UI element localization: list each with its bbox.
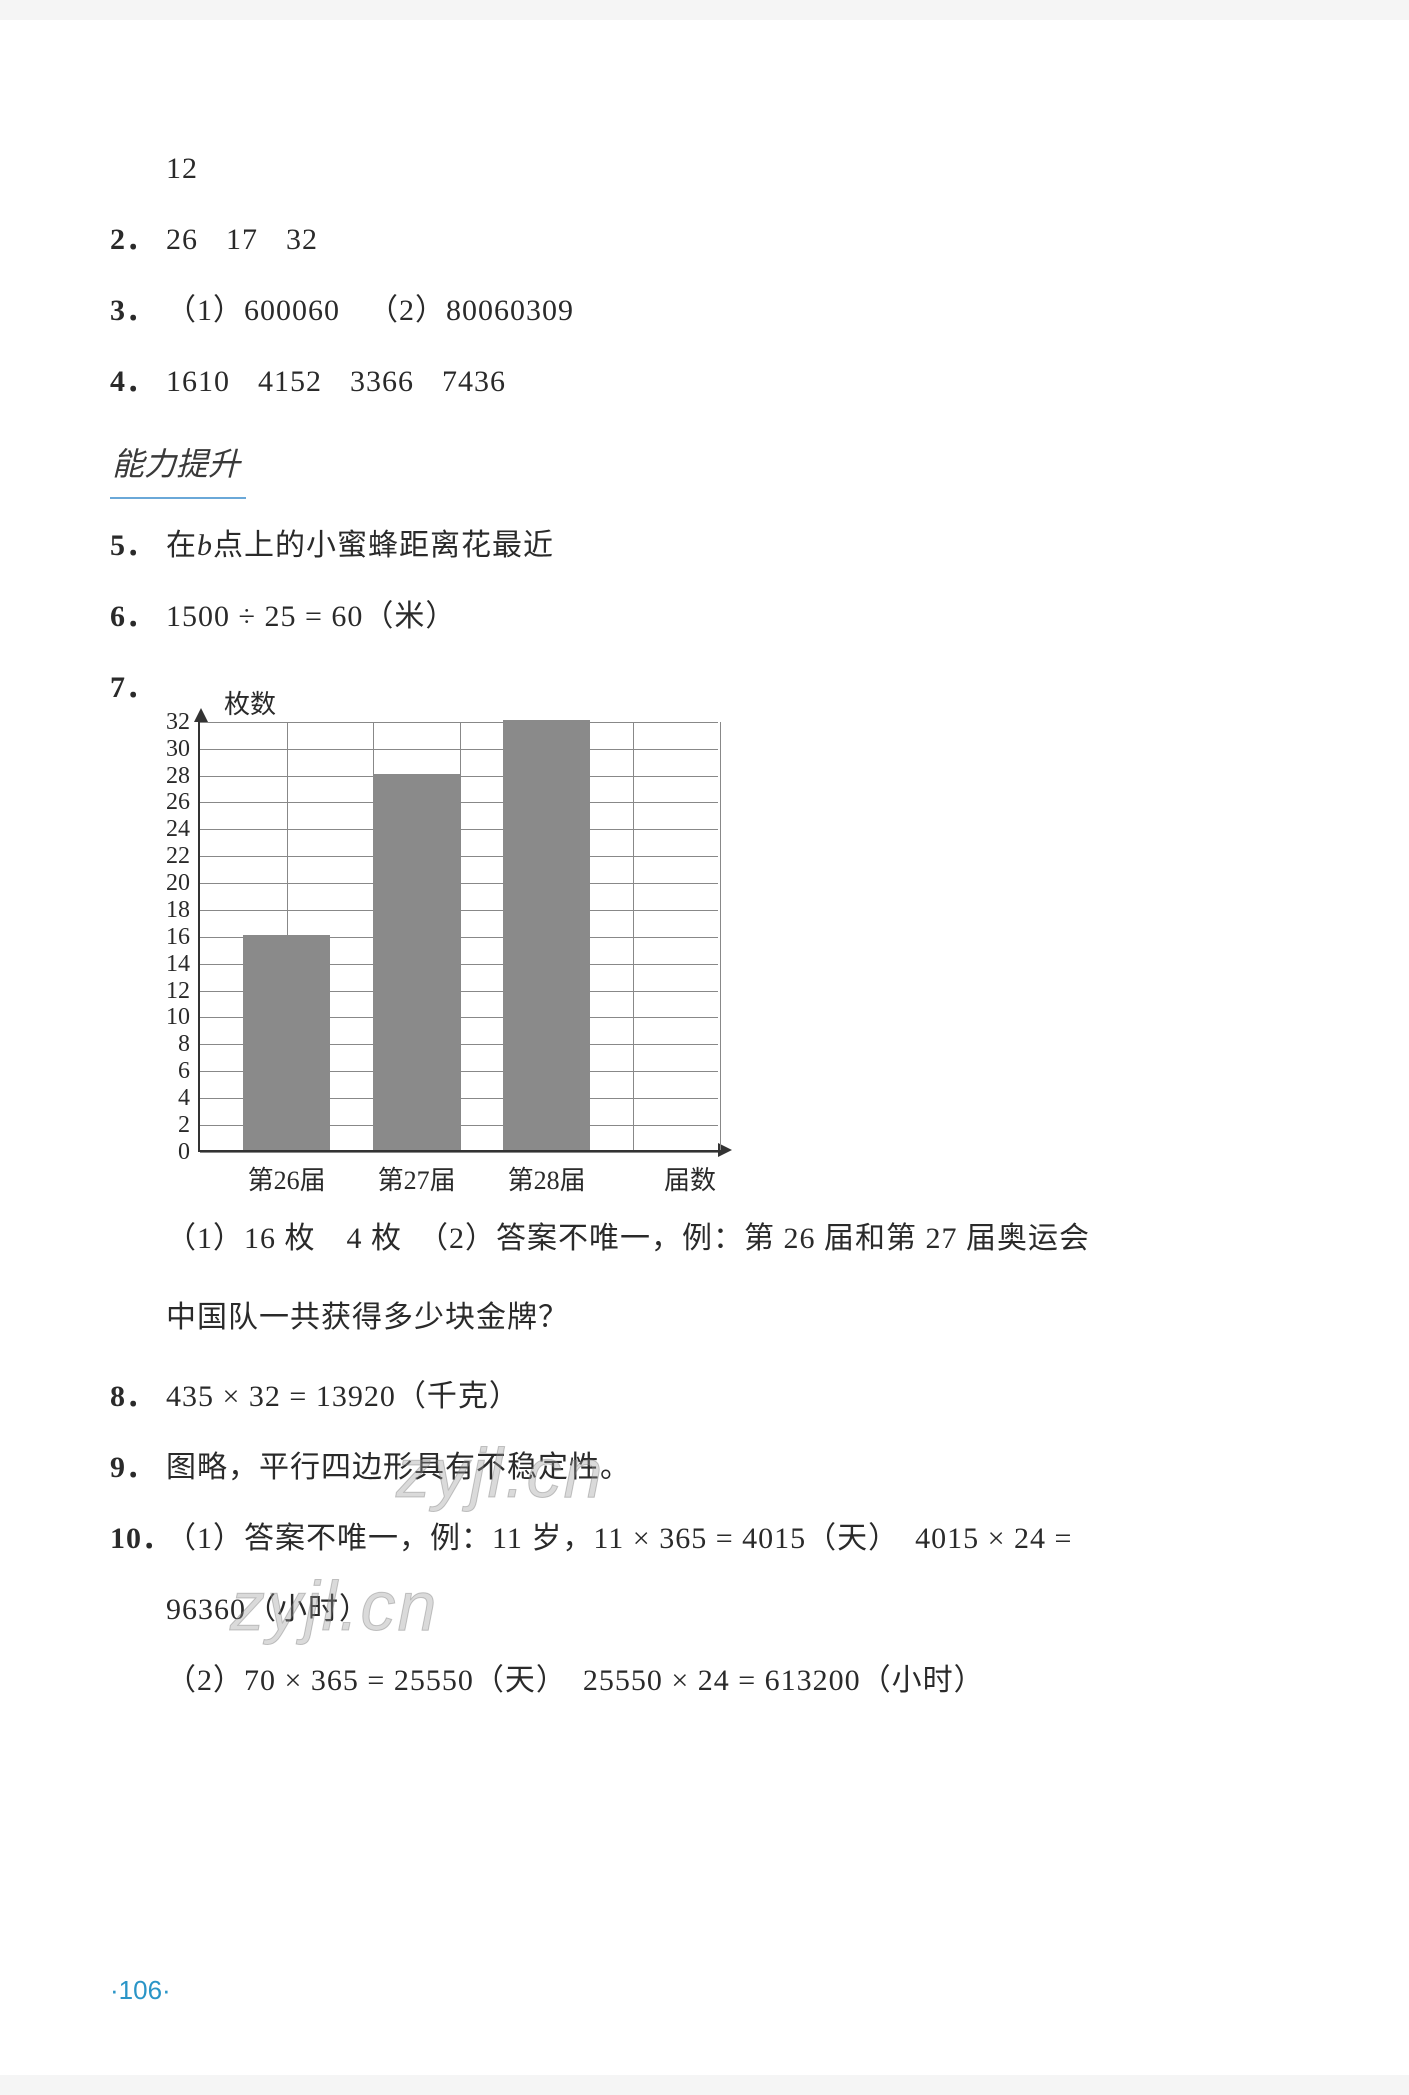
q7-ans-line2: 中国队一共获得多少块金牌？ xyxy=(166,1289,1299,1346)
q4-line: 4． 1610 4152 3366 7436 xyxy=(110,353,1299,410)
section-heading-wrap: 能力提升 xyxy=(110,424,1299,517)
q2-b: 17 xyxy=(226,211,258,268)
chart-y-labels: 32302826242220181614121086420 xyxy=(166,722,198,1152)
chart-x-tick: 第26届 xyxy=(248,1156,326,1205)
q7-head: 7． xyxy=(110,659,1299,716)
q8-text: 435 × 32 = 13920（千克） xyxy=(166,1368,520,1425)
q7-ans1-text: （1）16 枚 4 枚 （2）答案不唯一，例：第 26 届和第 27 届奥运会 xyxy=(166,1210,1090,1267)
q7-answer-block: （1）16 枚 4 枚 （2）答案不唯一，例：第 26 届和第 27 届奥运会 … xyxy=(110,1210,1299,1346)
chart-grid-col xyxy=(460,722,461,1150)
chart-grid-row xyxy=(200,749,718,750)
page: 12 2． 26 17 32 3． （1）600060 （2）80060309 … xyxy=(0,20,1409,2075)
q4-d: 7436 xyxy=(442,353,506,410)
q3-p1: （1）600060 xyxy=(166,282,340,339)
q7-num: 7． xyxy=(110,659,166,716)
q3-line: 3． （1）600060 （2）80060309 xyxy=(110,282,1299,339)
q3-num: 3． xyxy=(110,282,166,339)
chart-bar xyxy=(243,935,330,1150)
orphan-line: 12 xyxy=(110,140,1299,197)
q10-line3: （2）70 × 365 = 25550（天） 25550 × 24 = 6132… xyxy=(110,1652,1299,1709)
chart-grid-row xyxy=(200,1152,718,1153)
q2-line: 2． 26 17 32 xyxy=(110,211,1299,268)
chart-grid-row xyxy=(200,722,718,723)
q10-line1: 10． （1）答案不唯一，例：11 岁，11 × 365 = 4015（天） 4… xyxy=(110,1510,1299,1567)
q9-text: 图略，平行四边形具有不稳定性。 xyxy=(166,1439,631,1496)
q8-line: 8． 435 × 32 = 13920（千克） xyxy=(110,1368,1299,1425)
q2-a: 26 xyxy=(166,211,198,268)
q9-line: 9． 图略，平行四边形具有不稳定性。 xyxy=(110,1439,1299,1496)
chart-grid-col xyxy=(720,722,721,1150)
q2-num: 2． xyxy=(110,211,166,268)
q4-a: 1610 xyxy=(166,353,230,410)
q6-line: 6． 1500 ÷ 25 = 60（米） xyxy=(110,588,1299,645)
q6-text: 1500 ÷ 25 = 60（米） xyxy=(166,588,456,645)
chart-grid-col xyxy=(633,722,634,1150)
chart-x-tick: 第27届 xyxy=(378,1156,456,1205)
q10-l3: （2）70 × 365 = 25550（天） 25550 × 24 = 6132… xyxy=(166,1652,985,1709)
q10-l2: 96360（小时） xyxy=(166,1581,370,1638)
chart-wrap: 枚数 32302826242220181614121086420 第26届第27… xyxy=(166,722,786,1152)
q5-num: 5． xyxy=(110,517,166,574)
q9-num: 9． xyxy=(110,1439,166,1496)
q10-num: 10． xyxy=(110,1510,166,1567)
chart-plot: 第26届第27届第28届届数 xyxy=(198,722,718,1152)
q5-line: 5． 在 b 点上的小蜜蜂距离花最近 xyxy=(110,517,1299,574)
chart-bar xyxy=(373,774,460,1150)
chart-x-title: 届数 xyxy=(664,1156,716,1205)
q4-c: 3366 xyxy=(350,353,414,410)
section-heading: 能力提升 xyxy=(110,434,246,499)
y-axis-arrow-icon xyxy=(194,708,208,722)
chart-x-tick: 第28届 xyxy=(508,1156,586,1205)
chart: 32302826242220181614121086420 第26届第27届第2… xyxy=(166,722,786,1152)
chart-bar xyxy=(503,720,590,1150)
page-number: ·106· xyxy=(110,1966,171,2015)
q3-p2: （2）80060309 xyxy=(368,282,574,339)
q8-num: 8． xyxy=(110,1368,166,1425)
q7-ans2-text: 中国队一共获得多少块金牌？ xyxy=(166,1289,569,1346)
q5-pre: 在 xyxy=(166,517,197,574)
q2-c: 32 xyxy=(286,211,318,268)
q5-var: b xyxy=(197,517,213,574)
orphan-text: 12 xyxy=(166,140,198,197)
q6-num: 6． xyxy=(110,588,166,645)
q10-l1: （1）答案不唯一，例：11 岁，11 × 365 = 4015（天） 4015 … xyxy=(166,1510,1072,1567)
q10-line2: 96360（小时） xyxy=(110,1581,1299,1638)
q5-post: 点上的小蜜蜂距离花最近 xyxy=(213,517,554,574)
q7-ans-line1: （1）16 枚 4 枚 （2）答案不唯一，例：第 26 届和第 27 届奥运会 xyxy=(166,1210,1299,1267)
chart-x-labels: 第26届第27届第28届届数 xyxy=(200,1150,718,1190)
q4-num: 4． xyxy=(110,353,166,410)
q4-b: 4152 xyxy=(258,353,322,410)
